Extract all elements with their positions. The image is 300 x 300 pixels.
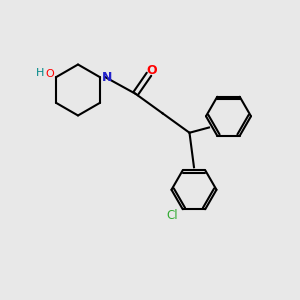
Text: O: O [45,69,54,79]
Text: N: N [102,71,112,84]
Text: Cl: Cl [167,209,178,222]
Text: H: H [36,68,44,78]
Text: O: O [146,64,157,77]
